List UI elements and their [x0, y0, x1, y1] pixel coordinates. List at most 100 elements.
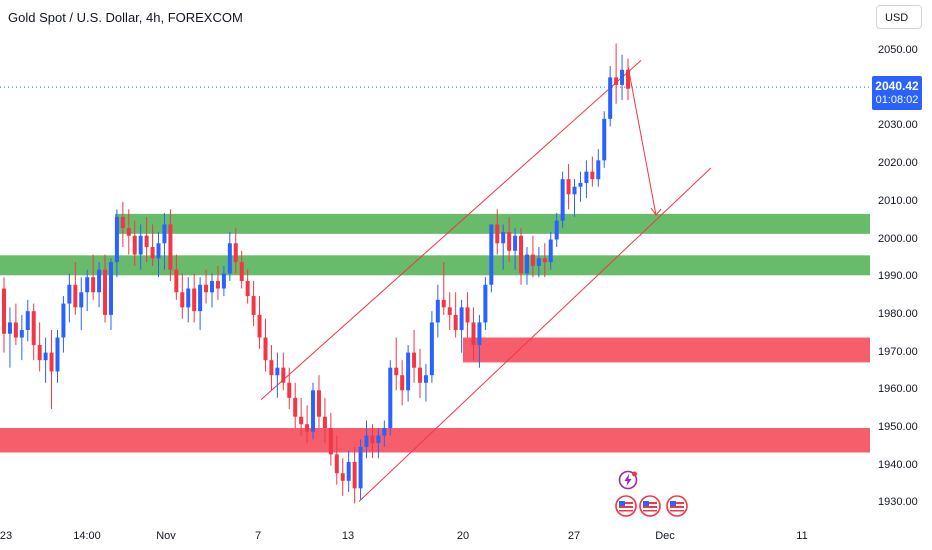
candle-body: [418, 367, 422, 383]
candle-body: [126, 228, 131, 236]
candle-body: [608, 77, 613, 119]
candle-body: [49, 352, 54, 372]
candle-body: [412, 352, 417, 368]
candle-body: [281, 367, 286, 383]
candle-body: [31, 311, 36, 346]
time-tick-label: 27: [567, 530, 581, 542]
candle-body: [25, 311, 30, 330]
time-tick-label: 7: [254, 530, 262, 542]
price-tick-label: 1950.00: [878, 421, 918, 433]
price-tick-label: 1990.00: [878, 270, 918, 283]
candle-body: [311, 390, 316, 432]
candle-body: [435, 299, 440, 323]
candle-body: [67, 284, 72, 304]
red-zone: [463, 337, 870, 363]
candle-body: [340, 473, 345, 481]
candle-body: [215, 280, 220, 289]
time-tick-label: 13: [341, 530, 355, 542]
candle-body: [251, 296, 256, 315]
candle-body: [489, 224, 494, 285]
time-tick-label: Nov: [156, 530, 176, 542]
candle-body: [364, 435, 369, 447]
candle-body: [198, 284, 203, 312]
candle-body: [108, 262, 113, 315]
candle-body: [620, 69, 625, 85]
candle-body: [7, 322, 12, 334]
candle-body: [245, 280, 250, 297]
candle-body: [227, 243, 232, 274]
candle-body: [602, 118, 607, 161]
candle-body: [423, 375, 428, 383]
candle-body: [614, 77, 619, 85]
candle-body: [459, 307, 464, 330]
candle-body: [103, 269, 108, 315]
candle-body: [447, 307, 452, 315]
time-tick-label: 11: [796, 530, 808, 542]
candle-body: [441, 299, 446, 308]
candle-body: [524, 254, 529, 274]
candle-body: [346, 461, 351, 481]
price-tick-label: 2050.00: [878, 44, 918, 56]
currency-button[interactable]: USD: [876, 5, 922, 29]
candle-body: [2, 288, 6, 334]
price-tick-label: 2020.00: [878, 157, 918, 170]
candle-body: [114, 216, 119, 263]
candle-body: [453, 314, 458, 330]
time-tick-label: Dec: [655, 530, 675, 542]
candle-body: [239, 262, 244, 281]
candle-body: [477, 322, 482, 346]
candle-body: [162, 224, 167, 244]
candle-body: [382, 428, 387, 436]
candle-body: [626, 69, 630, 89]
lightning-icon[interactable]: [618, 470, 638, 490]
candle-body: [138, 235, 143, 255]
price-chart[interactable]: [0, 0, 870, 520]
candle-body: [305, 424, 310, 432]
candle-body: [322, 416, 327, 428]
last-price-badge: 2040.42 01:08:02: [872, 76, 922, 110]
channel-upper-line: [260, 60, 642, 401]
candle-body: [43, 352, 48, 361]
candle-body: [352, 461, 357, 489]
candle-body: [388, 367, 393, 428]
candle-body: [519, 235, 524, 274]
candle-body: [233, 243, 238, 263]
candle-body: [596, 160, 601, 180]
candle-body: [584, 171, 589, 183]
candle-body: [358, 446, 363, 489]
candle-body: [590, 171, 595, 180]
candle-body: [13, 322, 18, 338]
candle-body: [370, 435, 375, 444]
last-price-value: 2040.42: [875, 79, 919, 93]
candle-body: [275, 367, 280, 376]
chart-title: Gold Spot / U.S. Dollar, 4h, FOREXCOM: [8, 10, 243, 25]
candle-body: [328, 428, 333, 455]
time-tick-label: 14:00: [73, 530, 101, 542]
candle-body: [174, 269, 179, 293]
candle-body: [501, 231, 506, 244]
candle-body: [79, 292, 84, 308]
candle-body: [507, 231, 512, 251]
candle-body: [299, 416, 304, 425]
candle-body: [91, 277, 96, 293]
candle-body: [132, 235, 137, 255]
red-zone: [0, 428, 870, 453]
candle-body: [192, 288, 197, 312]
candle-body: [554, 220, 559, 240]
candle-body: [400, 375, 405, 391]
channel-lower-line: [358, 167, 712, 502]
us-flag-icon[interactable]: [639, 495, 661, 517]
us-flag-icon[interactable]: [666, 495, 688, 517]
candle-body: [61, 303, 66, 338]
candle-body: [465, 307, 470, 323]
candle-body: [316, 390, 321, 417]
candle-body: [293, 397, 298, 417]
price-tick-label: 1930.00: [878, 496, 918, 509]
us-flag-icon[interactable]: [615, 495, 637, 517]
green-zone: [0, 255, 870, 276]
price-tick-label: 1980.00: [878, 307, 918, 320]
candle-body: [495, 224, 500, 244]
candle-body: [471, 322, 476, 346]
candle-body: [55, 337, 60, 372]
candle-body: [536, 258, 541, 266]
